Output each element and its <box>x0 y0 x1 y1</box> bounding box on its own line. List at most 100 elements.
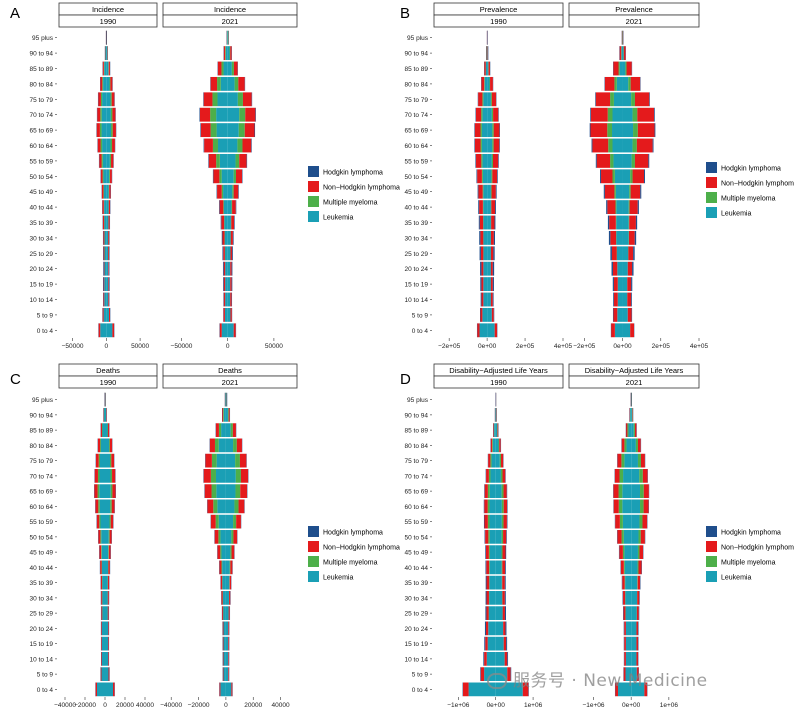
bar-segment <box>232 423 236 437</box>
bar-segment <box>223 408 226 422</box>
age-label: 85 to 89 <box>30 428 54 435</box>
bar-segment <box>109 514 111 529</box>
bar-segment <box>109 530 112 544</box>
bar-segment <box>228 621 230 636</box>
bar-segment <box>217 184 222 199</box>
bar-segment <box>637 107 655 122</box>
bar-segment <box>622 277 628 292</box>
x-tick-label: 50000 <box>131 343 149 350</box>
bar-segment <box>482 184 484 199</box>
bar-segment <box>606 200 608 215</box>
panel-letter: D <box>400 371 411 388</box>
bar-segment <box>225 514 234 529</box>
age-label: 85 to 89 <box>405 428 429 435</box>
bar-segment <box>625 621 632 636</box>
bar-segment <box>640 453 645 468</box>
bar-segment <box>95 453 99 468</box>
bar-segment <box>105 591 108 605</box>
bar-segment <box>498 438 500 453</box>
bar-segment <box>487 123 493 138</box>
bar-segment <box>101 545 102 559</box>
bar-segment <box>223 621 226 636</box>
bar-segment <box>501 560 503 575</box>
bar-segment <box>490 438 493 453</box>
bar-segment <box>208 153 217 168</box>
bar-segment <box>100 76 103 91</box>
bar-segment <box>611 261 613 276</box>
bar-segment <box>227 61 232 76</box>
age-label: 85 to 89 <box>30 66 54 73</box>
bar-segment <box>632 261 634 276</box>
bar-segment <box>506 530 507 544</box>
bar-segment <box>222 591 226 605</box>
bar-segment <box>495 453 500 468</box>
bar-segment <box>230 423 233 437</box>
age-label: 45 to 49 <box>30 550 54 557</box>
bar-segment <box>499 453 502 468</box>
bar-segment <box>225 261 228 276</box>
bar-segment <box>487 261 491 276</box>
bar-segment <box>636 636 639 651</box>
bar-segment <box>222 230 225 245</box>
bar-segment <box>487 499 490 514</box>
bar-segment <box>102 153 107 168</box>
bar-segment <box>493 423 494 437</box>
bar-segment <box>629 184 631 199</box>
bar-segment <box>484 652 487 666</box>
bar-segment <box>619 469 624 483</box>
bar-segment <box>627 277 632 292</box>
bar-segment <box>105 514 110 529</box>
bar-segment <box>506 636 508 651</box>
bar-segment <box>624 652 626 666</box>
watermark: 服务号 · New Medicine <box>487 666 708 691</box>
bar-segment <box>228 636 230 651</box>
bar-segment <box>478 92 483 107</box>
bar-segment <box>614 184 616 199</box>
bar-segment <box>631 652 637 666</box>
bar-segment <box>204 138 213 153</box>
legend-swatch <box>308 166 319 177</box>
bar-segment <box>484 484 488 498</box>
bar-segment <box>634 230 637 245</box>
bar-segment <box>486 469 489 483</box>
bar-segment <box>631 292 632 307</box>
bar-segment <box>227 246 231 261</box>
bar-segment <box>107 575 110 590</box>
age-label: 0 to 4 <box>37 328 54 335</box>
bar-segment <box>622 323 631 338</box>
age-label: 25 to 29 <box>405 611 429 618</box>
bar-segment <box>487 277 491 292</box>
bar-segment <box>94 469 98 483</box>
bar-segment <box>217 138 228 153</box>
bar-segment <box>236 169 243 184</box>
bar-segment <box>622 514 632 529</box>
bar-segment <box>495 636 504 651</box>
bar-segment <box>217 499 226 514</box>
bar-segment <box>618 61 620 76</box>
bar-segment <box>487 107 492 122</box>
bar-segment <box>503 499 508 514</box>
bar-segment <box>631 667 637 681</box>
bar-segment <box>109 307 111 322</box>
bar-segment <box>230 545 232 559</box>
bar-segment <box>640 184 642 199</box>
bar-segment <box>99 545 102 559</box>
facet-title: Prevalence <box>480 5 518 14</box>
bar-segment <box>231 61 234 76</box>
bar-segment <box>104 200 107 215</box>
bar-segment <box>491 184 496 199</box>
bar-segment <box>607 123 613 138</box>
bar-segment <box>489 560 496 575</box>
bar-segment <box>101 123 107 138</box>
age-label: 60 to 64 <box>30 143 54 150</box>
legend-label: Multiple myeloma <box>721 196 776 203</box>
bar-segment <box>238 123 245 138</box>
bar-segment <box>99 123 102 138</box>
bar-segment <box>233 530 238 544</box>
x-tick-label: 50000 <box>265 343 283 350</box>
bar-segment <box>479 200 483 215</box>
bar-segment <box>608 230 611 245</box>
bar-segment <box>503 530 507 544</box>
bar-segment <box>495 545 502 559</box>
bar-segment <box>100 560 102 575</box>
